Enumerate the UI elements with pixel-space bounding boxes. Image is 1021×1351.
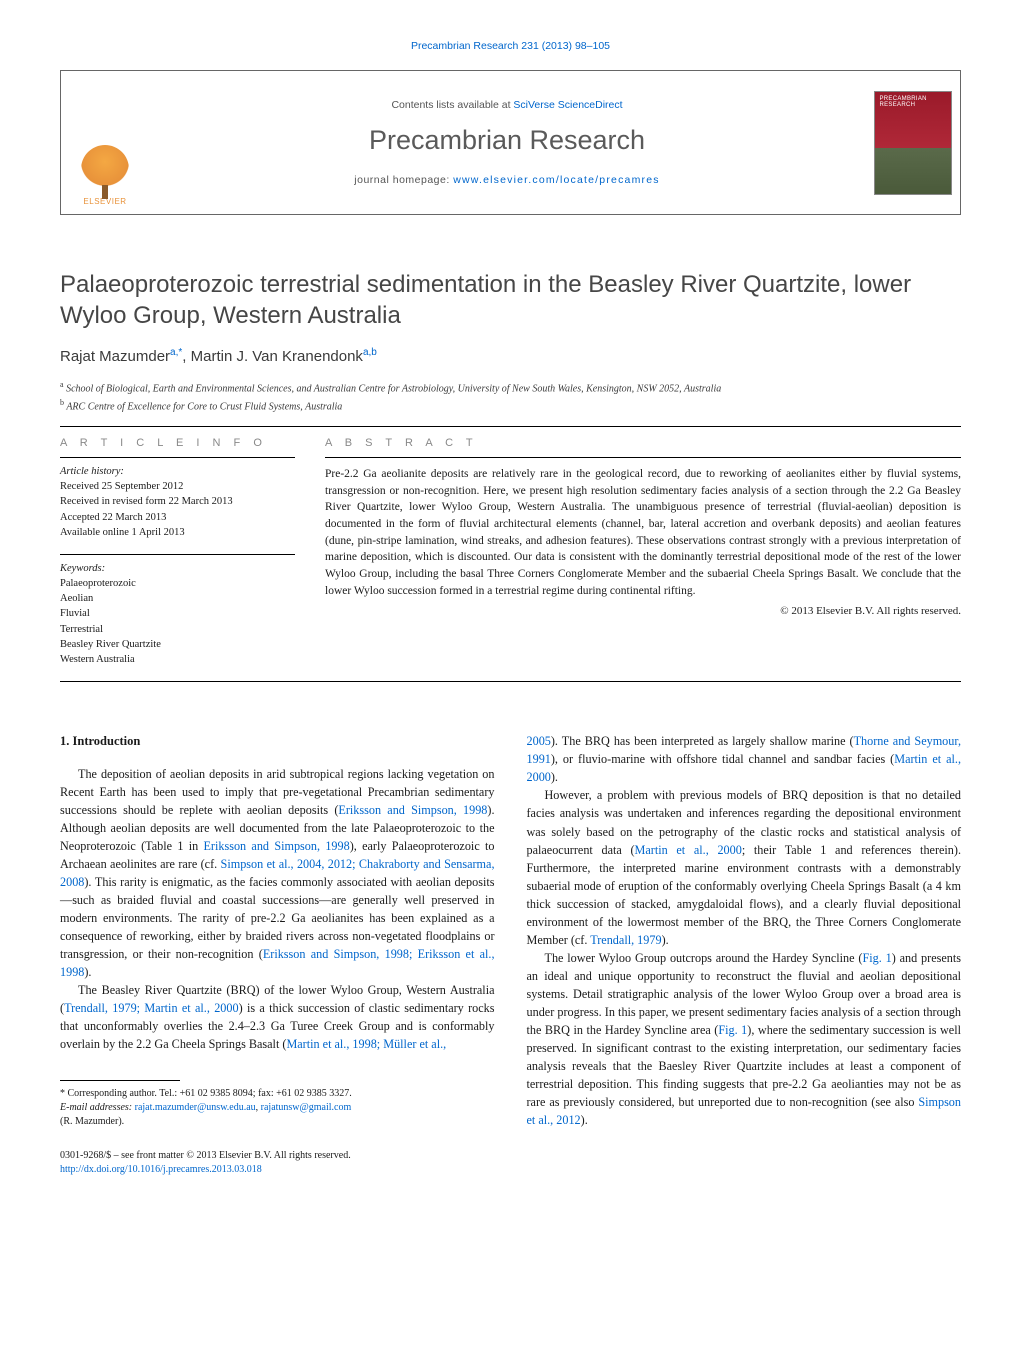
divider [60,457,295,458]
corr-tel-fax: * Corresponding author. Tel.: +61 02 938… [60,1087,495,1101]
publisher-logo: ELSEVIER [61,71,149,214]
article-history-label: Article history: [60,466,295,477]
body-paragraph: The deposition of aeolian deposits in ar… [60,765,495,982]
authors: Rajat Mazumdera,*, Martin J. Van Kranend… [60,347,961,365]
email-link[interactable]: rajat.mazumder@unsw.edu.au [135,1102,256,1113]
text-run: ), or fluvio-marine with offshore tidal … [551,752,894,766]
divider [325,457,961,458]
footer-meta: 0301-9268/$ – see front matter © 2013 El… [60,1149,495,1177]
body-paragraph: The Beasley River Quartzite (BRQ) of the… [60,981,495,1053]
figure-link[interactable]: Fig. 1 [862,951,891,965]
body-column-right: 2005). The BRQ has been interpreted as l… [527,732,962,1176]
email-attribution: (R. Mazumder). [60,1115,495,1129]
body-paragraph: However, a problem with previous models … [527,786,962,948]
issn-line: 0301-9268/$ – see front matter © 2013 El… [60,1149,495,1163]
text-run: ). [551,770,558,784]
body-column-left: 1. Introduction The deposition of aeolia… [60,732,495,1176]
sciencedirect-link[interactable]: SciVerse ScienceDirect [513,99,622,111]
citation-link[interactable]: Martin et al., 1998; Müller et al., [286,1037,446,1051]
text-run: ). [662,933,669,947]
elsevier-tree-icon [81,145,129,193]
section-heading: 1. Introduction [60,732,495,751]
citation-link[interactable]: Eriksson and Simpson, 1998 [203,839,349,853]
article-info-heading: A R T I C L E I N F O [60,437,295,449]
divider [60,681,961,682]
article-history: Received 25 September 2012Received in re… [60,479,295,540]
running-head: Precambrian Research 231 (2013) 98–105 [60,40,961,52]
text-run: The lower Wyloo Group outcrops around th… [545,951,863,965]
divider [60,426,961,427]
citation-link[interactable]: 2005 [527,734,551,748]
journal-name: Precambrian Research [369,125,645,156]
doi-link[interactable]: http://dx.doi.org/10.1016/j.precamres.20… [60,1164,262,1175]
email-label: E-mail addresses: [60,1102,135,1113]
body-paragraph: 2005). The BRQ has been interpreted as l… [527,732,962,786]
homepage-link[interactable]: www.elsevier.com/locate/precamres [453,174,660,186]
article-info-panel: A R T I C L E I N F O Article history: R… [60,437,295,667]
divider [60,554,295,555]
citation-link[interactable]: Eriksson and Simpson, 1998 [338,803,487,817]
copyright-line: © 2013 Elsevier B.V. All rights reserved… [325,605,961,617]
figure-link[interactable]: Fig. 1 [718,1023,747,1037]
homepage-prefix: journal homepage: [354,174,453,186]
corresponding-author-footnote: * Corresponding author. Tel.: +61 02 938… [60,1087,495,1129]
email-link[interactable]: rajatunsw@gmail.com [261,1102,352,1113]
keywords-label: Keywords: [60,563,295,574]
citation-link[interactable]: Martin et al., 2000 [635,843,742,857]
affiliations: a School of Biological, Earth and Enviro… [60,379,961,414]
citation-link[interactable]: Trendall, 1979; Martin et al., 2000 [64,1001,239,1015]
abstract-panel: A B S T R A C T Pre-2.2 Ga aeolianite de… [325,437,961,667]
cover-title: PRECAMBRIAN RESEARCH [880,96,951,108]
journal-banner: ELSEVIER Contents lists available at Sci… [60,70,961,215]
journal-homepage-line: journal homepage: www.elsevier.com/locat… [354,174,659,186]
text-run: ). The BRQ has been interpreted as large… [551,734,854,748]
citation-link[interactable]: Trendall, 1979 [590,933,661,947]
contents-prefix: Contents lists available at [391,99,513,111]
abstract-text: Pre-2.2 Ga aeolianite deposits are relat… [325,466,961,599]
text-run: ; their Table 1 and references therein).… [527,843,962,947]
text-run: ). [84,965,91,979]
article-title: Palaeoproterozoic terrestrial sedimentat… [60,270,961,331]
keywords: PalaeoproterozoicAeolianFluvialTerrestri… [60,576,295,667]
journal-cover-thumb: PRECAMBRIAN RESEARCH [865,71,960,214]
text-run: ). [581,1113,588,1127]
abstract-heading: A B S T R A C T [325,437,961,449]
contents-available-line: Contents lists available at SciVerse Sci… [391,99,622,111]
footnote-rule [60,1080,180,1081]
body-paragraph: The lower Wyloo Group outcrops around th… [527,949,962,1129]
